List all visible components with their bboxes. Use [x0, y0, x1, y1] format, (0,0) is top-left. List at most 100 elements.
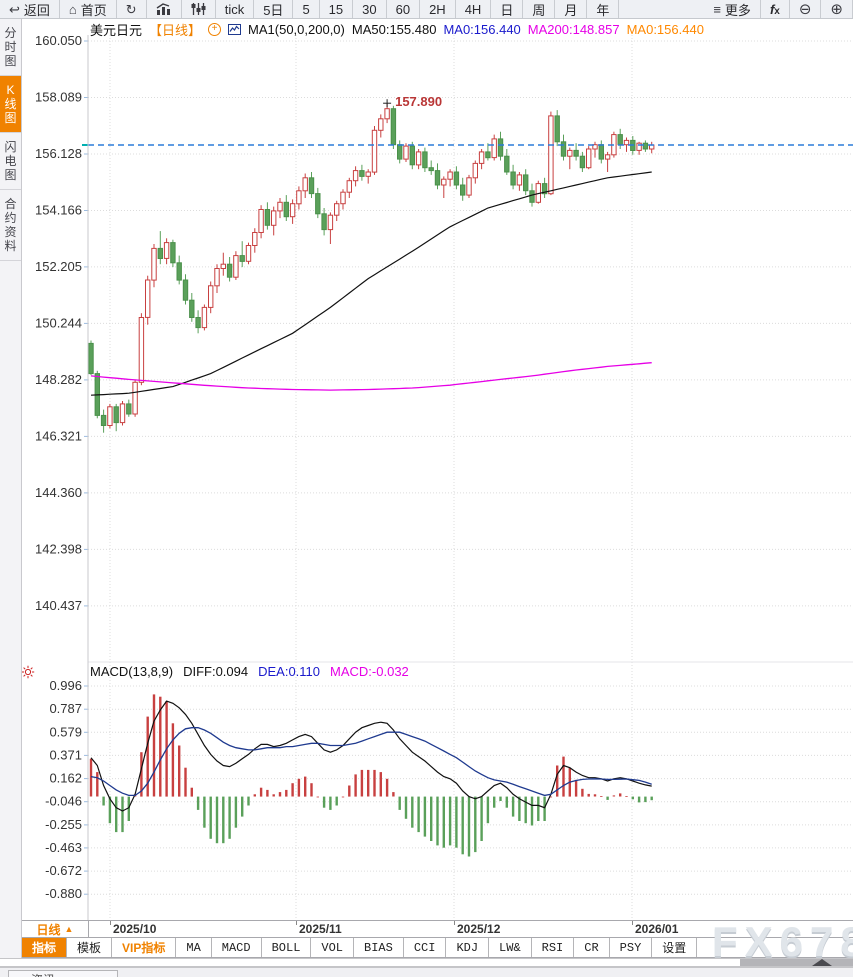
- ma200-value-label: MA200:148.857: [527, 21, 620, 37]
- toolbar-30-button[interactable]: 30: [353, 0, 387, 18]
- toolbar-30-label: 30: [362, 1, 377, 17]
- ma50-line: [90, 171, 652, 396]
- tab-MA[interactable]: MA: [176, 938, 212, 957]
- ma-settings-label: MA1(50,0,200,0): [248, 21, 345, 37]
- mini-chart-icon: [228, 23, 242, 35]
- toolbar-zoom-in-button[interactable]: ⊕: [821, 0, 853, 18]
- tab-指标[interactable]: 指标: [22, 938, 68, 957]
- tab-BIAS[interactable]: BIAS: [354, 938, 404, 957]
- macd-axis-label: 0.787: [49, 701, 82, 716]
- x-axis-tick: [110, 921, 111, 925]
- toolbar-15-button[interactable]: 15: [320, 0, 354, 18]
- toolbar-back-button[interactable]: ↩ 返回: [0, 0, 60, 18]
- toolbar-5-button[interactable]: 5: [293, 0, 320, 18]
- toolbar-bar-chart-button[interactable]: [147, 0, 182, 18]
- tab-VOL[interactable]: VOL: [311, 938, 355, 957]
- x-axis-date-label: 2025/10: [113, 922, 157, 936]
- macd-axis-label: 0.579: [49, 724, 82, 739]
- toolbar-5d-button[interactable]: 5日: [254, 0, 294, 18]
- macd-axis-label: -0.463: [45, 840, 82, 855]
- sidebar-item-分时图[interactable]: 分时图: [0, 19, 21, 76]
- ma0-orange-value-label: MA0:156.440: [626, 21, 704, 37]
- toolbar-day-button[interactable]: 日: [491, 0, 524, 18]
- tab-news[interactable]: 资讯: [8, 970, 118, 977]
- macd-axis-label: 0.162: [49, 771, 82, 786]
- menu-icon: ≡: [713, 1, 721, 17]
- chart-legend-row: 美元日元 【日线】 + MA1(50,0,200,0) MA50:155.480…: [90, 21, 704, 38]
- price-axis-label: 158.089: [35, 90, 82, 105]
- tab-VIP指标[interactable]: VIP指标: [112, 938, 177, 957]
- toolbar-month-button[interactable]: 月: [555, 0, 588, 18]
- toolbar-week-button[interactable]: 周: [523, 0, 556, 18]
- sidebar-item-char: 资: [4, 225, 17, 239]
- sidebar-item-char: 图: [4, 168, 17, 182]
- symbol-name: 美元日元: [90, 22, 143, 38]
- tab-模板[interactable]: 模板: [67, 938, 113, 957]
- sliders-icon: [191, 3, 206, 15]
- period-selector[interactable]: 日线 ▲: [22, 921, 89, 937]
- toolbar-sliders-button[interactable]: [182, 0, 216, 18]
- toolbar-4h-label: 4H: [464, 1, 482, 17]
- price-macd-chart[interactable]: 157.890 160.050 158.089 156.128 154.166 152.2…: [22, 19, 853, 920]
- bottom-strip: 资讯: [0, 967, 853, 977]
- tab-RSI[interactable]: RSI: [532, 938, 575, 957]
- sidebar-item-char: 图: [4, 54, 17, 68]
- toolbar-fx-button[interactable]: fx: [761, 0, 790, 18]
- scrollbar-thumb[interactable]: [740, 959, 853, 966]
- chevron-up-icon: ▲: [64, 924, 74, 934]
- toolbar-2h-label: 2H: [429, 1, 446, 17]
- x-axis-row: 日线 ▲ 2025/10 2025/11 2025/12 2026/01: [22, 920, 853, 937]
- macd-axis-label: -0.255: [45, 817, 82, 832]
- toolbar-day-label: 日: [500, 2, 514, 18]
- macd-histogram: [89, 694, 653, 857]
- macd-axis-label: 0.371: [49, 747, 82, 762]
- price-axis-label: 148.282: [35, 372, 82, 387]
- toolbar-60-button[interactable]: 60: [387, 0, 421, 18]
- price-axis-label: 156.128: [35, 146, 82, 161]
- sidebar-item-char: 时: [4, 40, 17, 54]
- toolbar-back-label: 返回: [23, 2, 50, 18]
- sidebar-item-char: 电: [4, 154, 17, 168]
- toolbar-year-button[interactable]: 年: [587, 0, 620, 18]
- sidebar-item-合约资料[interactable]: 合约资料: [0, 190, 21, 261]
- sidebar-item-闪电图[interactable]: 闪电图: [0, 133, 21, 190]
- price-axis-label: 160.050: [35, 33, 82, 48]
- toolbar-more-button[interactable]: ≡ 更多: [704, 0, 761, 18]
- toolbar-tick-button[interactable]: tick: [216, 0, 255, 18]
- x-axis-tick: [454, 921, 455, 925]
- toolbar-2h-button[interactable]: 2H: [420, 0, 456, 18]
- indicator-settings-icon[interactable]: [22, 665, 35, 679]
- sidebar-item-char: 分: [4, 26, 17, 40]
- toolbar-home-button[interactable]: ⌂ 首页: [60, 0, 117, 18]
- expand-up-arrow-icon[interactable]: [812, 959, 832, 966]
- macd-settings-label: MACD(13,8,9): [90, 663, 174, 679]
- period-tag: 【日线】: [149, 22, 202, 38]
- tab-BOLL[interactable]: BOLL: [262, 938, 312, 957]
- sidebar-item-char: 合: [4, 197, 17, 211]
- ma200-line: [90, 362, 652, 391]
- toolbar-4h-button[interactable]: 4H: [456, 0, 492, 18]
- x-axis-tick: [632, 921, 633, 925]
- period-selector-label: 日线: [36, 922, 61, 937]
- refresh-icon: ↻: [125, 1, 137, 17]
- horizontal-scrollbar[interactable]: [0, 958, 853, 967]
- toolbar-5-label: 5: [302, 1, 310, 17]
- toolbar-zoom-out-button[interactable]: ⊖: [790, 0, 822, 18]
- diff-value-label: DIFF:0.094: [183, 663, 249, 679]
- zoom-out-icon: ⊖: [798, 0, 812, 18]
- tab-PSY[interactable]: PSY: [610, 938, 653, 957]
- tab-设置[interactable]: 设置: [652, 938, 698, 957]
- sidebar-item-char: 闪: [4, 140, 17, 154]
- tab-LW&[interactable]: LW&: [489, 938, 532, 957]
- tab-KDJ[interactable]: KDJ: [446, 938, 490, 957]
- toolbar-refresh-button[interactable]: ↻: [117, 0, 147, 18]
- tab-CCI[interactable]: CCI: [404, 938, 447, 957]
- macd-diff-line: [90, 700, 652, 812]
- tab-CR[interactable]: CR: [574, 938, 610, 957]
- add-compare-icon[interactable]: +: [208, 22, 222, 36]
- tab-MACD[interactable]: MACD: [212, 938, 262, 957]
- macd-axis-label: -0.046: [45, 794, 82, 809]
